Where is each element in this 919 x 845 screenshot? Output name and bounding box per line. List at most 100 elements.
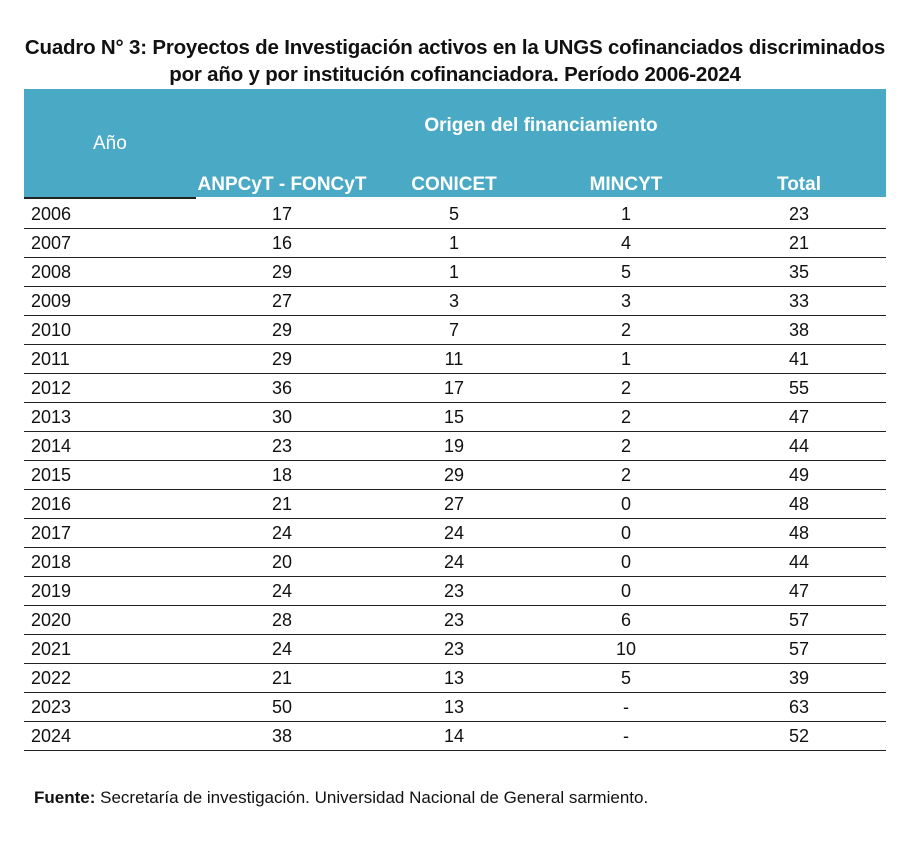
table-row: 2019 24 23 0 47: [24, 576, 886, 606]
cell-total: 57: [712, 634, 886, 664]
header-col-total: Total: [777, 174, 821, 195]
cell-year: 2017: [24, 518, 196, 548]
cell-mincyt: 2: [540, 373, 712, 403]
cell-total: 33: [712, 286, 886, 316]
cell-total: 47: [712, 402, 886, 432]
cell-conicet: 19: [368, 431, 540, 461]
header-col-conicet: CONICET: [411, 174, 497, 195]
cell-conicet: 7: [368, 315, 540, 345]
cell-anpcyt: 30: [196, 402, 368, 432]
cell-anpcyt: 29: [196, 315, 368, 345]
table-title: Cuadro N° 3: Proyectos de Investigación …: [24, 36, 886, 86]
source-text: Secretaría de investigación. Universidad…: [95, 788, 649, 807]
cell-total: 47: [712, 576, 886, 606]
cell-mincyt: -: [540, 692, 712, 722]
cell-year: 2011: [24, 344, 196, 374]
cell-anpcyt: 38: [196, 721, 368, 751]
cell-total: 48: [712, 489, 886, 519]
cell-conicet: 23: [368, 634, 540, 664]
header-year: Año: [93, 133, 127, 154]
cell-total: 41: [712, 344, 886, 374]
cell-anpcyt: 29: [196, 257, 368, 287]
cell-conicet: 17: [368, 373, 540, 403]
cell-mincyt: 2: [540, 460, 712, 490]
cell-conicet: 3: [368, 286, 540, 316]
cell-total: 39: [712, 663, 886, 693]
cell-mincyt: 6: [540, 605, 712, 635]
header-year-rule: [24, 197, 196, 199]
cell-conicet: 27: [368, 489, 540, 519]
cell-conicet: 1: [368, 257, 540, 287]
table-row: 2022 21 13 5 39: [24, 663, 886, 693]
cell-mincyt: 0: [540, 518, 712, 548]
cell-year: 2024: [24, 721, 196, 751]
table-row: 2010 29 7 2 38: [24, 315, 886, 345]
cell-total: 57: [712, 605, 886, 635]
cell-year: 2008: [24, 257, 196, 287]
cell-total: 52: [712, 721, 886, 751]
cell-anpcyt: 28: [196, 605, 368, 635]
table-row: 2020 28 23 6 57: [24, 605, 886, 635]
cell-mincyt: 0: [540, 489, 712, 519]
table-row: 2017 24 24 0 48: [24, 518, 886, 548]
table-row: 2016 21 27 0 48: [24, 489, 886, 519]
cell-conicet: 24: [368, 547, 540, 577]
table-row: 2012 36 17 2 55: [24, 373, 886, 403]
cell-mincyt: 1: [540, 344, 712, 374]
cell-conicet: 5: [368, 200, 540, 229]
table-header-band: [24, 89, 886, 197]
cell-year: 2012: [24, 373, 196, 403]
cell-conicet: 23: [368, 605, 540, 635]
table-row: 2009 27 3 3 33: [24, 286, 886, 316]
cell-total: 35: [712, 257, 886, 287]
cell-anpcyt: 21: [196, 663, 368, 693]
cell-total: 55: [712, 373, 886, 403]
cell-mincyt: 5: [540, 257, 712, 287]
cell-conicet: 13: [368, 663, 540, 693]
cell-conicet: 1: [368, 228, 540, 258]
cell-year: 2016: [24, 489, 196, 519]
cell-mincyt: 5: [540, 663, 712, 693]
cell-year: 2020: [24, 605, 196, 635]
cell-total: 44: [712, 547, 886, 577]
table-row: 2013 30 15 2 47: [24, 402, 886, 432]
cell-year: 2009: [24, 286, 196, 316]
cell-anpcyt: 17: [196, 200, 368, 229]
source-note: Fuente: Secretaría de investigación. Uni…: [34, 787, 654, 809]
cell-mincyt: 2: [540, 431, 712, 461]
cell-conicet: 15: [368, 402, 540, 432]
cell-year: 2013: [24, 402, 196, 432]
cell-year: 2022: [24, 663, 196, 693]
cell-anpcyt: 18: [196, 460, 368, 490]
cell-total: 21: [712, 228, 886, 258]
cell-anpcyt: 27: [196, 286, 368, 316]
cell-year: 2010: [24, 315, 196, 345]
cell-mincyt: 3: [540, 286, 712, 316]
cell-mincyt: 2: [540, 315, 712, 345]
cell-anpcyt: 24: [196, 634, 368, 664]
cell-total: 48: [712, 518, 886, 548]
cell-total: 44: [712, 431, 886, 461]
cell-anpcyt: 29: [196, 344, 368, 374]
cell-mincyt: 10: [540, 634, 712, 664]
table-row: 2021 24 23 10 57: [24, 634, 886, 664]
cell-year: 2019: [24, 576, 196, 606]
table-row: 2023 50 13-63: [24, 692, 886, 722]
table-row: 2018 20 24 0 44: [24, 547, 886, 577]
table-row: 2011 29 11 1 41: [24, 344, 886, 374]
cell-year: 2007: [24, 228, 196, 258]
table-row: 2006 17 5 1 23: [24, 200, 886, 229]
header-col-anpcyt: ANPCyT - FONCyT: [197, 174, 367, 195]
cell-year: 2021: [24, 634, 196, 664]
cell-mincyt: 1: [540, 200, 712, 229]
cell-anpcyt: 23: [196, 431, 368, 461]
cell-anpcyt: 24: [196, 576, 368, 606]
table-row: 2015 18 29 2 49: [24, 460, 886, 490]
header-origin: Origen del financiamiento: [424, 115, 658, 136]
cell-conicet: 24: [368, 518, 540, 548]
cell-year: 2015: [24, 460, 196, 490]
table-row: 2008 29 1 5 35: [24, 257, 886, 287]
cell-total: 49: [712, 460, 886, 490]
cell-mincyt: 0: [540, 576, 712, 606]
cell-conicet: 29: [368, 460, 540, 490]
